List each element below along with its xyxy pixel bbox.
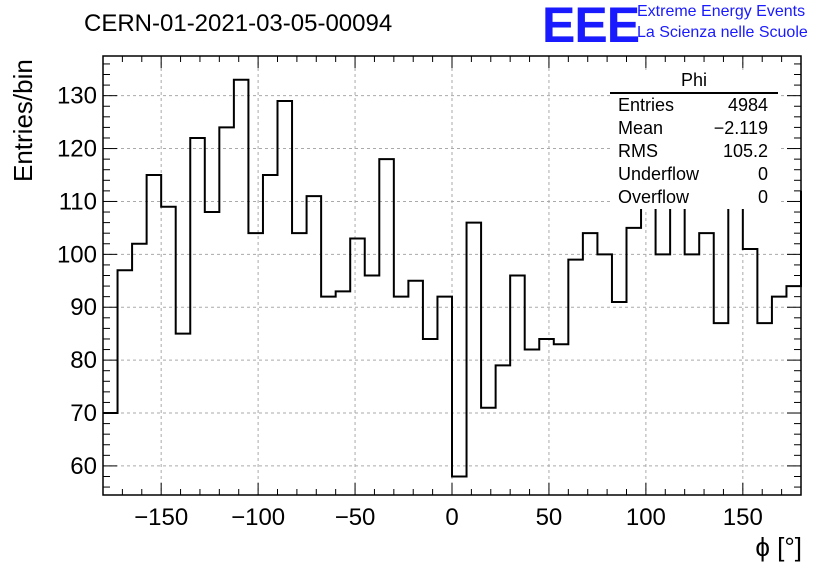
- stats-value: 105.2: [722, 141, 768, 161]
- stats-value: 0: [757, 164, 768, 184]
- histogram-step-line: [103, 78, 802, 478]
- stats-row-entries: Entries 4984: [610, 94, 778, 117]
- y-tick-label: 90: [70, 294, 97, 321]
- logo-line-2: La Scienza nelle Scuole: [637, 24, 808, 41]
- stats-row-underflow: Underflow 0: [610, 163, 778, 186]
- x-tick-label: −150: [134, 504, 188, 531]
- stats-label: Entries: [618, 95, 675, 115]
- logo-line-1: Extreme Energy Events: [637, 3, 806, 20]
- stats-row-mean: Mean −2.119: [610, 117, 778, 140]
- y-tick-label: 80: [70, 347, 97, 374]
- stats-value: 0: [757, 187, 768, 207]
- tick-marks: [102, 56, 802, 495]
- stats-label: Overflow: [618, 187, 690, 207]
- y-tick-label: 70: [70, 400, 97, 427]
- stats-label: Underflow: [618, 164, 700, 184]
- eee-logo: EEE: [542, 0, 640, 53]
- y-tick-label: 130: [57, 83, 97, 110]
- histogram-series: [103, 78, 802, 478]
- stats-label: Mean: [618, 118, 664, 138]
- y-tick-label: 120: [57, 136, 97, 163]
- tick-labels: −150 −100 −50 0 50 100 150 60 70 80 90 100 110 120 130: [57, 83, 763, 531]
- stats-label: RMS: [618, 141, 658, 161]
- stats-value: 4984: [727, 95, 768, 115]
- stats-box: Phi Entries 4984 Mean −2.119 RMS 105.2 U…: [610, 70, 778, 209]
- chart-title: CERN-01-2021-03-05-00094: [84, 10, 393, 37]
- x-axis-label: ϕ [°]: [755, 532, 802, 562]
- x-tick-label: 100: [626, 504, 666, 531]
- x-tick-label: 150: [723, 504, 763, 531]
- x-tick-label: −100: [231, 504, 285, 531]
- stats-row-rms: RMS 105.2: [610, 140, 778, 163]
- x-tick-label: 0: [445, 504, 458, 531]
- stats-title: Phi: [610, 70, 778, 94]
- y-tick-label: 110: [59, 188, 97, 215]
- y-axis-label: Entries/bin: [8, 59, 38, 182]
- stats-row-overflow: Overflow 0: [610, 186, 778, 209]
- stats-value: −2.119: [713, 118, 768, 138]
- x-tick-label: 50: [536, 504, 563, 531]
- x-tick-label: −50: [335, 504, 376, 531]
- y-tick-label: 100: [57, 241, 97, 268]
- y-tick-label: 60: [70, 453, 97, 480]
